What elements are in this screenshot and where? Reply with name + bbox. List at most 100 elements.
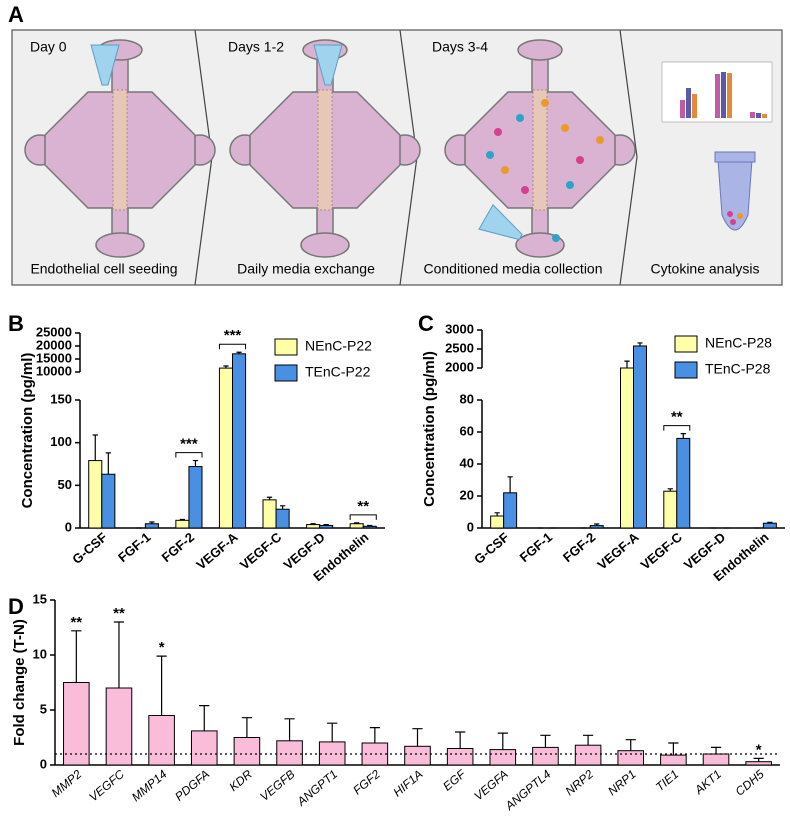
bar [148, 715, 175, 766]
legend-label: TEnC-P22 [305, 364, 371, 380]
bracket-label: ** [671, 409, 683, 426]
error-bar [149, 521, 155, 524]
x-tick-label: FGF-1 [115, 529, 153, 565]
panel-letter: B [8, 311, 24, 336]
error-bar [236, 351, 242, 354]
bracket [175, 452, 203, 458]
bar [503, 492, 518, 529]
bar [404, 745, 431, 766]
bar [306, 524, 321, 529]
bar [745, 761, 772, 766]
y-tick-label: 15 [33, 591, 47, 606]
x-tick-label: VEGFA [471, 767, 510, 803]
x-tick-label: G-CSF [471, 529, 512, 567]
bar [63, 682, 90, 766]
x-tick-label: MMP2 [49, 767, 85, 800]
panel-letter: C [418, 311, 434, 336]
bar [663, 490, 678, 529]
x-tick-label: VEGFC [86, 767, 127, 805]
y-tick-label: 10000 [36, 363, 72, 378]
bar [633, 345, 647, 529]
legend-swatch [274, 338, 298, 356]
y-tick-label: 2500 [445, 340, 474, 355]
bar [232, 353, 247, 529]
x-tick-label: ANGPTL4 [502, 767, 554, 814]
error-bar [637, 342, 643, 346]
bar [319, 524, 334, 529]
step-day: Days 3-4 [432, 39, 488, 55]
bar [532, 746, 559, 766]
error-bar [199, 705, 210, 731]
bar [105, 687, 133, 766]
bracket [349, 514, 377, 520]
error-bar [71, 630, 82, 683]
bar [446, 748, 474, 766]
bar [617, 750, 645, 766]
bar [144, 523, 159, 529]
error-bar [310, 523, 316, 525]
panel-letter: A [8, 2, 24, 27]
y-tick-label: 15000 [36, 350, 72, 365]
x-tick-label: ANGPT1 [294, 767, 341, 809]
legend-label: TEnC-P28 [705, 361, 771, 377]
bracket-label: *** [224, 327, 242, 344]
x-tick-label: EGF [440, 767, 468, 794]
step-caption: Daily media exchange [237, 261, 375, 277]
step-caption: Cytokine analysis [651, 261, 760, 277]
x-tick-label: NRP1 [605, 767, 639, 798]
error-bar [241, 717, 253, 738]
y-tick-label: 50 [58, 477, 72, 492]
schematic: A Day 0 Days 1-2 Days 3-4 Endothelial ce… [8, 2, 783, 286]
bracket-label: ** [357, 498, 369, 515]
x-tick-label: VEGF-C [237, 529, 285, 572]
error-bar [279, 505, 286, 510]
bar [676, 437, 691, 529]
error-bar [582, 734, 594, 746]
x-tick-label: NRP2 [563, 767, 597, 799]
x-tick-label: HIF1A [390, 767, 425, 800]
bar [276, 740, 303, 766]
y-tick-label: 0 [467, 519, 474, 534]
x-tick-label: VEGF-A [594, 529, 642, 572]
bracket-label: *** [180, 436, 198, 453]
error-bar [113, 621, 125, 688]
x-tick-label: MMP14 [129, 767, 170, 805]
bar [362, 525, 377, 529]
y-tick-label: 20000 [36, 337, 72, 352]
bar [175, 519, 190, 529]
bar [660, 754, 687, 766]
y-tick-label: 80 [460, 391, 474, 406]
error-bar [192, 459, 199, 467]
error-bar [367, 524, 373, 527]
y-tick-label: 20 [460, 487, 474, 502]
x-tick-label: FGF-1 [517, 529, 555, 565]
bar [190, 730, 218, 766]
x-tick-label: FGF-2 [159, 529, 197, 565]
error-bar [625, 739, 636, 751]
y-tick-label: 3000 [445, 321, 474, 336]
x-tick-label: FGF-2 [560, 529, 598, 565]
y-axis-label: Concentration (pg/ml) [421, 351, 438, 507]
error-bar [323, 523, 329, 526]
y-tick-label: 0 [65, 519, 72, 534]
y-tick-label: 40 [460, 455, 474, 470]
error-bar [266, 496, 273, 500]
error-bar [284, 718, 295, 741]
error-bar [327, 722, 338, 742]
error-bar [767, 521, 773, 524]
bracket [663, 425, 691, 431]
x-tick-label: TIE1 [653, 767, 681, 794]
bar [275, 508, 290, 529]
legend-label: NEnC-P22 [305, 338, 372, 354]
step-caption: Conditioned media collection [424, 261, 603, 277]
bar [620, 367, 634, 529]
error-bar [668, 742, 679, 756]
divider [619, 29, 638, 286]
x-tick-label: VEGF-C [638, 529, 686, 572]
significance-label: * [756, 741, 762, 758]
x-tick-label: G-CSF [69, 529, 110, 567]
significance-label: ** [70, 614, 82, 631]
bar [88, 460, 103, 529]
error-bar [92, 434, 98, 461]
